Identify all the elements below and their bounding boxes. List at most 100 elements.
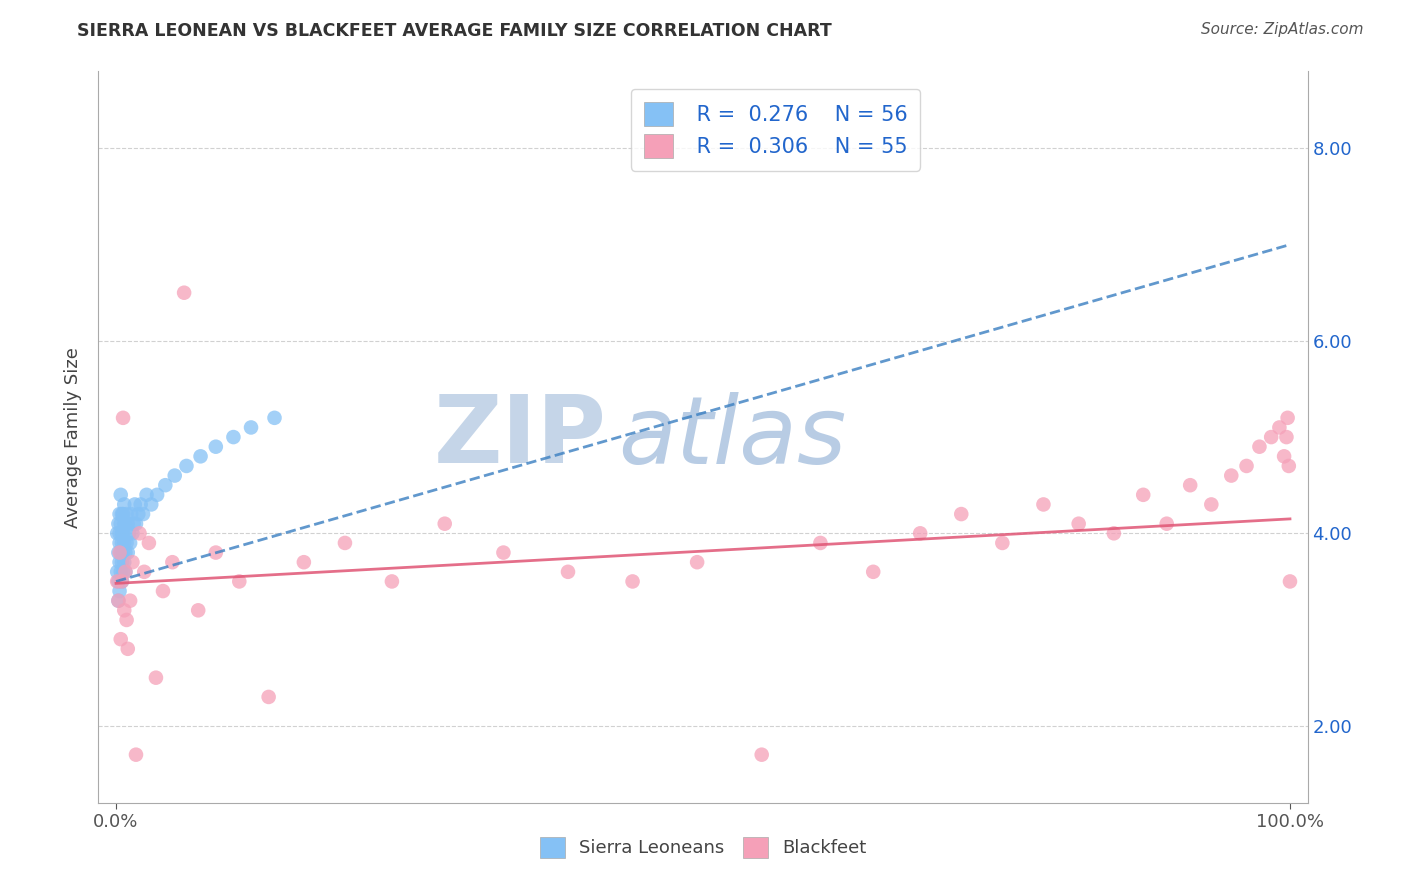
Point — [333, 536, 356, 550]
Point — [108, 584, 131, 599]
Point — [125, 747, 148, 762]
Point — [808, 536, 831, 550]
Point — [163, 468, 186, 483]
Point — [118, 526, 141, 541]
Point — [110, 545, 132, 559]
Point — [110, 488, 132, 502]
Point — [112, 555, 135, 569]
Point — [117, 641, 139, 656]
Point — [112, 603, 135, 617]
Point — [686, 555, 709, 569]
Point — [121, 555, 143, 569]
Point — [138, 536, 160, 550]
Point — [263, 410, 285, 425]
Point — [1278, 574, 1301, 589]
Point — [111, 536, 134, 550]
Point — [204, 440, 226, 454]
Point — [120, 536, 142, 550]
Point — [1220, 468, 1243, 483]
Text: atlas: atlas — [619, 392, 846, 483]
Point — [1236, 458, 1258, 473]
Point — [105, 574, 128, 589]
Point — [112, 526, 135, 541]
Point — [108, 545, 131, 559]
Point — [557, 565, 579, 579]
Point — [240, 420, 263, 434]
Point — [112, 545, 135, 559]
Point — [492, 545, 515, 559]
Point — [145, 671, 167, 685]
Point — [132, 507, 155, 521]
Point — [124, 498, 146, 512]
Point — [114, 565, 136, 579]
Point — [1032, 498, 1054, 512]
Point — [1067, 516, 1090, 531]
Point — [292, 555, 315, 569]
Point — [1260, 430, 1282, 444]
Point — [257, 690, 280, 704]
Point — [111, 574, 134, 589]
Point — [134, 565, 156, 579]
Point — [1272, 450, 1295, 464]
Point — [950, 507, 973, 521]
Point — [862, 565, 884, 579]
Point — [110, 565, 132, 579]
Point — [991, 536, 1014, 550]
Point — [176, 458, 198, 473]
Point — [433, 516, 456, 531]
Point — [111, 574, 134, 589]
Point — [112, 536, 135, 550]
Point — [187, 603, 209, 617]
Point — [110, 632, 132, 647]
Point — [111, 555, 134, 569]
Point — [1278, 458, 1301, 473]
Point — [381, 574, 404, 589]
Point — [122, 516, 145, 531]
Point — [114, 516, 136, 531]
Point — [108, 526, 131, 541]
Point — [112, 516, 135, 531]
Point — [751, 747, 773, 762]
Point — [1249, 440, 1271, 454]
Point — [115, 507, 138, 521]
Point — [1275, 430, 1298, 444]
Point — [112, 507, 135, 521]
Text: Source: ZipAtlas.com: Source: ZipAtlas.com — [1201, 22, 1364, 37]
Point — [162, 555, 184, 569]
Point — [105, 565, 128, 579]
Point — [125, 516, 148, 531]
Point — [228, 574, 250, 589]
Point — [112, 410, 135, 425]
Point — [108, 536, 131, 550]
Point — [117, 516, 139, 531]
Point — [114, 565, 136, 579]
Point — [111, 526, 134, 541]
Point — [112, 498, 135, 512]
Point — [107, 516, 129, 531]
Point — [110, 516, 132, 531]
Point — [107, 545, 129, 559]
Point — [121, 526, 143, 541]
Point — [141, 498, 163, 512]
Point — [120, 507, 142, 521]
Point — [105, 526, 128, 541]
Point — [1156, 516, 1178, 531]
Point — [146, 488, 169, 502]
Point — [222, 430, 245, 444]
Point — [120, 593, 142, 607]
Point — [152, 584, 174, 599]
Point — [908, 526, 931, 541]
Point — [112, 565, 135, 579]
Point — [115, 536, 138, 550]
Point — [129, 498, 152, 512]
Point — [1277, 410, 1299, 425]
Point — [621, 574, 644, 589]
Point — [107, 593, 129, 607]
Text: ZIP: ZIP — [433, 391, 606, 483]
Point — [117, 545, 139, 559]
Point — [107, 593, 129, 607]
Point — [173, 285, 195, 300]
Point — [155, 478, 177, 492]
Point — [111, 507, 134, 521]
Point — [127, 507, 149, 521]
